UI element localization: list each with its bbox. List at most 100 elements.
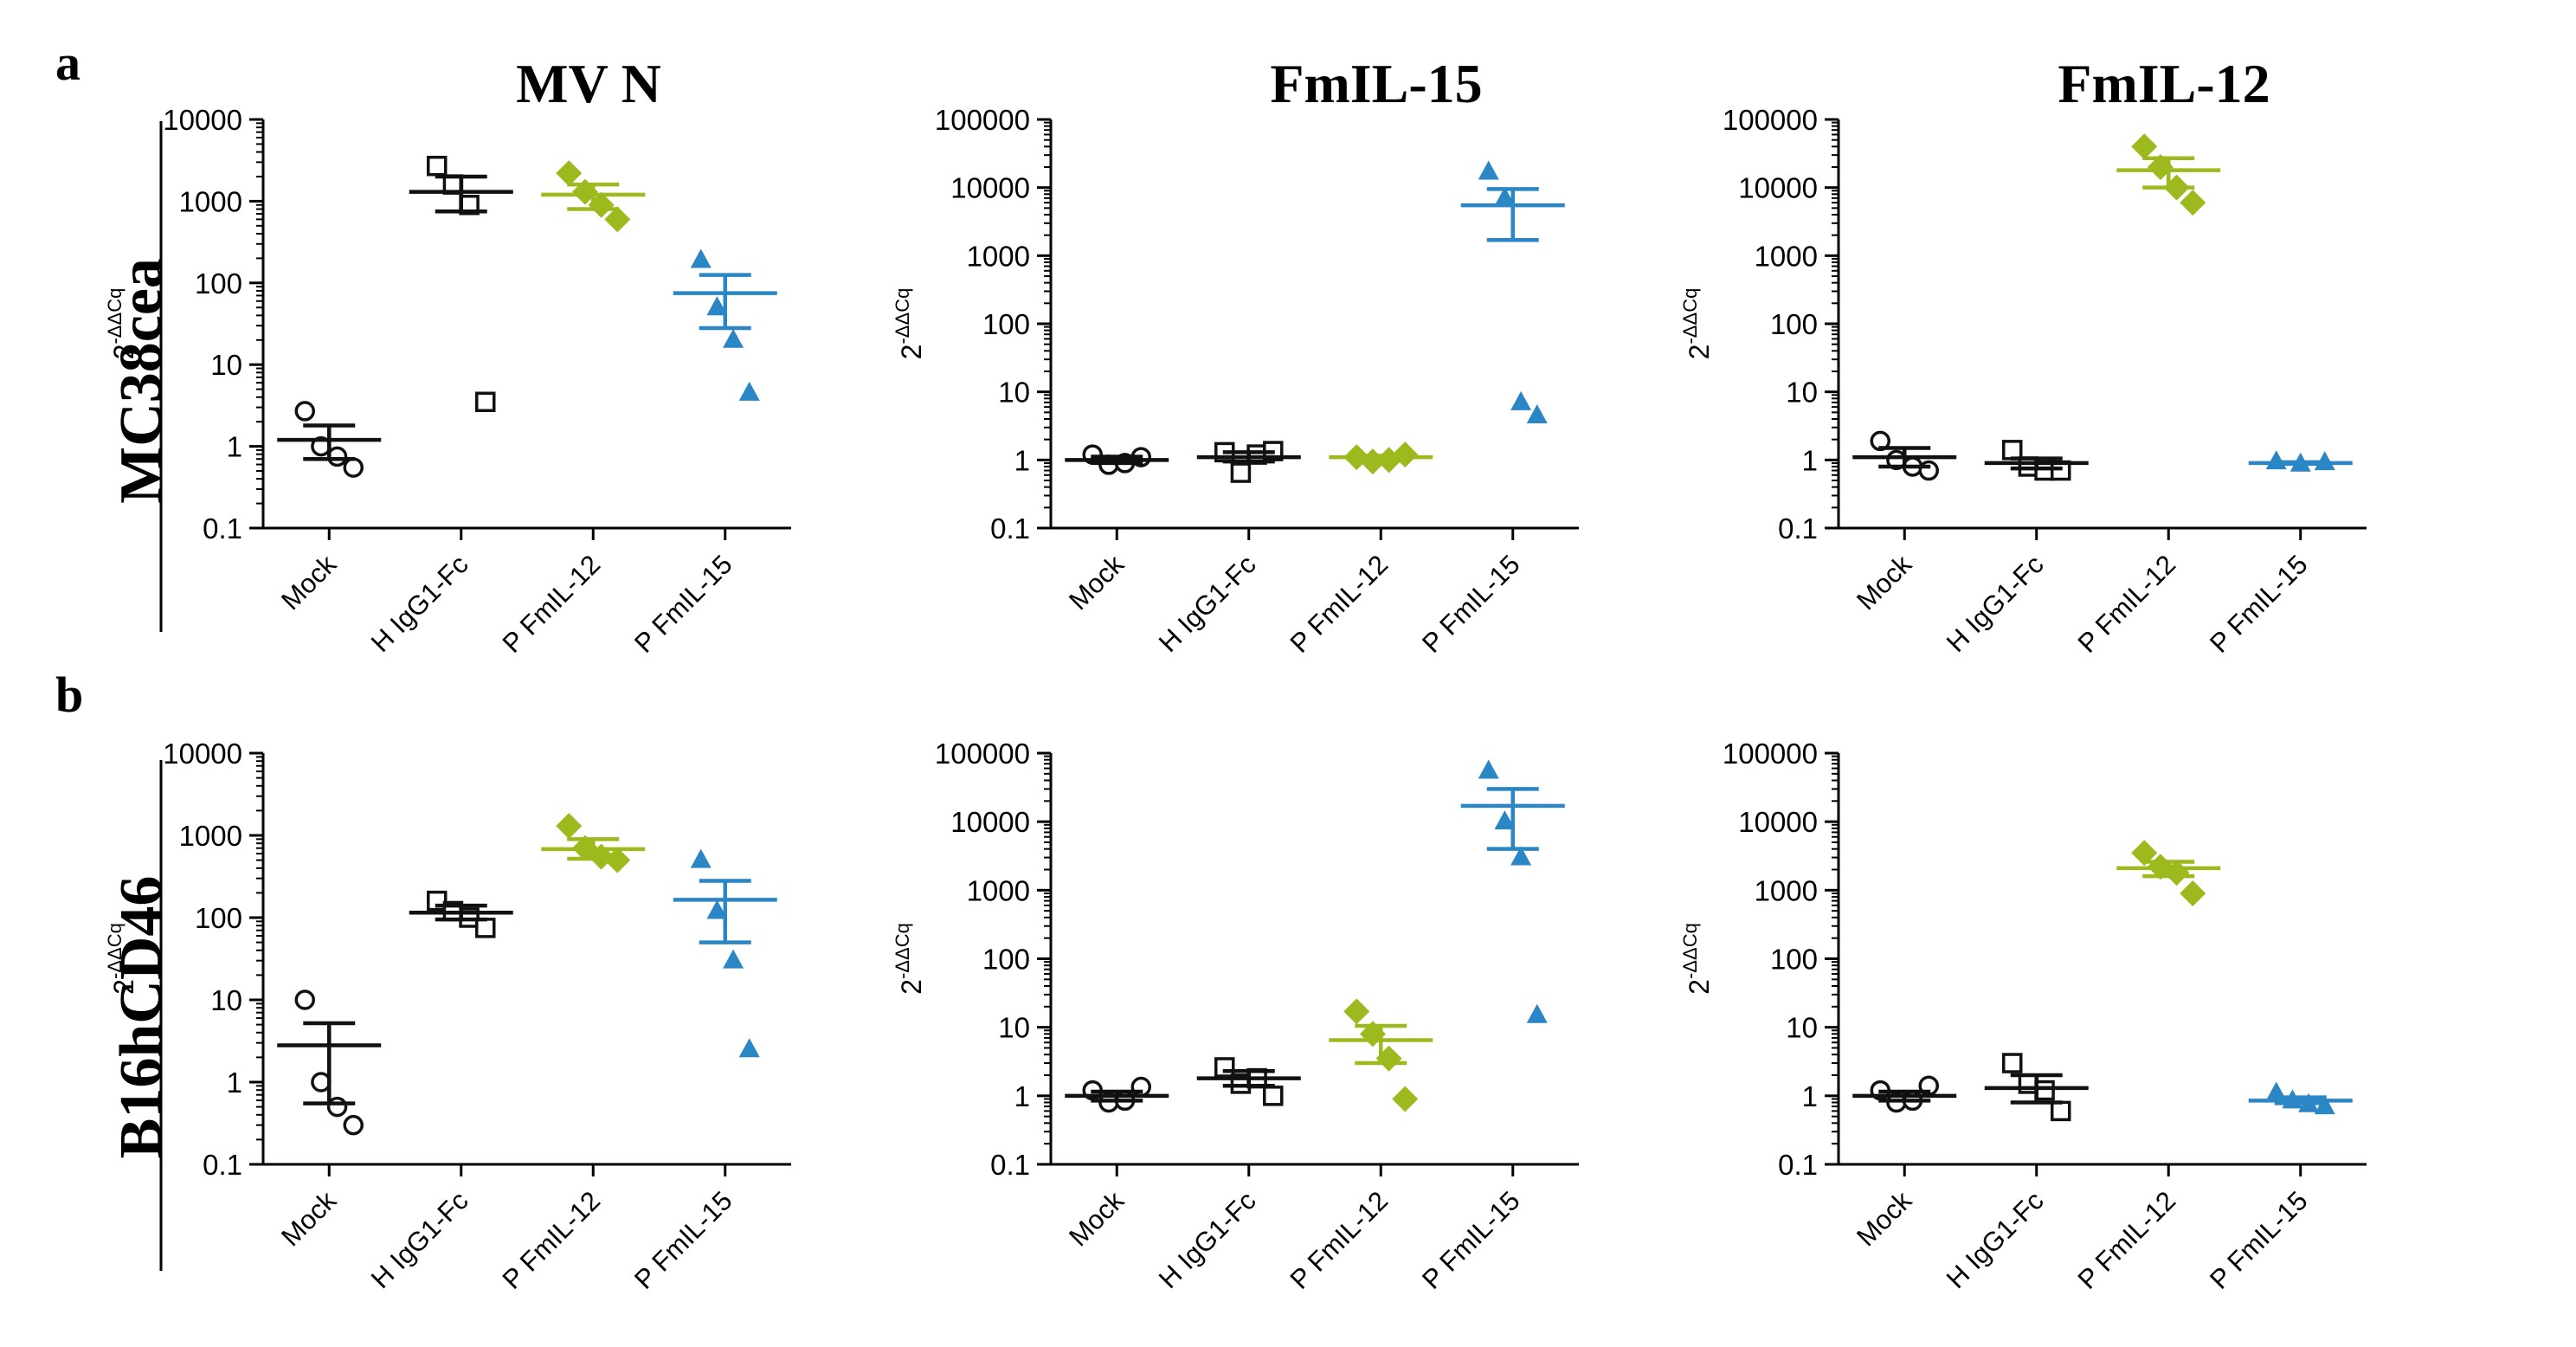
y-tick-label: 1 [1802, 1080, 1818, 1112]
data-point [427, 155, 448, 177]
x-tick-label: P FmIL-12 [1285, 549, 1394, 659]
y-axis-label-exponent: -ΔΔCq [104, 288, 126, 345]
y-axis-label-base: 2 [1684, 345, 1715, 360]
y-tick-label: 10 [998, 377, 1030, 409]
data-point [2265, 450, 2287, 470]
data-point [1343, 998, 1370, 1025]
y-axis-label: 2-ΔΔCq [1679, 288, 1715, 360]
data-point [1494, 810, 1516, 830]
y-axis-label-base: 2 [896, 979, 927, 995]
data-point [343, 457, 364, 478]
series-mock [1852, 1075, 1957, 1113]
data-point [311, 1072, 332, 1092]
series-mock [277, 989, 382, 1136]
y-axis-label-exponent: -ΔΔCq [892, 288, 913, 345]
y-axis-label: 2-ΔΔCq [104, 288, 139, 360]
y-tick-label: 1000 [967, 874, 1030, 906]
data-point [556, 813, 583, 840]
data-point [475, 391, 496, 412]
x-tick-label: P FmIL-12 [2072, 549, 2182, 659]
series-mock [1852, 430, 1957, 481]
data-point [1918, 460, 1939, 481]
x-tick-label: P FmIL-15 [2204, 1185, 2314, 1295]
data-point [1494, 186, 1516, 206]
data-point [1214, 1057, 1235, 1078]
series-p-fmil-12 [2116, 133, 2221, 216]
y-tick-label: 100 [1770, 944, 1818, 976]
data-point [690, 848, 712, 868]
data-point [604, 206, 631, 233]
y-tick-label: 100 [982, 308, 1030, 340]
x-tick-label: P FmIL-15 [2204, 549, 2314, 659]
y-axis-label-base: 2 [108, 979, 139, 995]
series-mock [1065, 1076, 1169, 1113]
data-point [1478, 160, 1499, 180]
series-p-fmil-12 [541, 813, 646, 873]
column-title-mvn: MV N [516, 53, 661, 114]
y-tick-label: 10000 [1738, 806, 1818, 838]
data-point [723, 328, 744, 348]
panel-mc38cea-fmil-15: 0.1 1 10 100 1000 10000 100000 2-ΔΔCq Mock H IgG1… [892, 104, 1579, 659]
series-h-igg1-fc [409, 890, 513, 938]
data-point [1230, 462, 1252, 483]
y-tick-label: 1 [1802, 444, 1818, 476]
y-tick-label: 1 [227, 1067, 242, 1099]
x-tick-label: H IgG1-Fc [1153, 1185, 1262, 1294]
y-tick-label: 100000 [1723, 104, 1818, 136]
y-tick-label: 10 [1786, 1012, 1818, 1044]
y-axis-label-exponent: -ΔΔCq [104, 923, 126, 979]
series-mock [277, 401, 382, 478]
series-h-igg1-fc [1984, 440, 2089, 481]
column-title-fmil12: FmIL-12 [2058, 53, 2270, 114]
series-p-fmil-12 [541, 160, 646, 233]
data-point [2131, 133, 2158, 160]
row-label-mc38cea: MC38cea [108, 258, 175, 504]
y-tick-label: 10000 [163, 104, 242, 136]
series-p-fmil-15 [1460, 759, 1565, 1023]
y-axis-label: 2-ΔΔCq [892, 923, 927, 995]
y-tick-label: 0.1 [990, 1149, 1030, 1181]
y-tick-label: 0.1 [203, 1149, 242, 1181]
y-tick-label: 0.1 [1778, 512, 1818, 545]
y-tick-label: 1000 [1755, 240, 1818, 272]
x-tick-label: Mock [275, 549, 342, 615]
data-point [475, 918, 496, 938]
data-point [1478, 759, 1499, 779]
y-tick-label: 10000 [950, 172, 1030, 204]
x-tick-label: H IgG1-Fc [1941, 549, 2050, 658]
data-point [1263, 1086, 1284, 1106]
data-point [343, 1114, 364, 1136]
x-tick-label: P FmIL-12 [497, 1185, 607, 1295]
y-tick-label: 0.1 [990, 512, 1030, 545]
panel-mc38cea-fmil-12: 0.1 1 10 100 1000 10000 100000 2-ΔΔCq Mock H IgG1… [1679, 104, 2367, 659]
data-point [738, 381, 760, 401]
x-tick-label: H IgG1-Fc [1153, 549, 1262, 658]
x-tick-label: P FmIL-15 [1416, 549, 1526, 659]
data-point [294, 989, 315, 1010]
data-point [2034, 1080, 2055, 1101]
x-tick-label: Mock [275, 1185, 342, 1252]
x-tick-label: Mock [1063, 549, 1130, 615]
column-title-fmil15: FmIL-15 [1270, 53, 1482, 114]
series-p-fmil-15 [1460, 160, 1565, 423]
data-point [1510, 390, 1532, 410]
y-axis-label-exponent: -ΔΔCq [892, 923, 913, 979]
x-tick-label: H IgG1-Fc [365, 1185, 474, 1294]
series-p-fmil-12 [1329, 441, 1433, 475]
data-point [2180, 190, 2206, 216]
x-tick-label: P FmIL-15 [1416, 1185, 1526, 1295]
y-tick-label: 1 [1014, 1080, 1030, 1112]
x-tick-label: H IgG1-Fc [365, 549, 474, 658]
data-point [738, 1038, 760, 1058]
data-point [2002, 440, 2023, 461]
y-axis-label-exponent: -ΔΔCq [1679, 923, 1701, 979]
row-label-b16hcd46: B16hCD46 [108, 876, 175, 1159]
panel-b16hcd46-fmil-12: 0.1 1 10 100 1000 10000 100000 2-ΔΔCq Mock H IgG1… [1679, 738, 2367, 1295]
y-axis-label: 2-ΔΔCq [104, 923, 139, 995]
data-point [2051, 1100, 2071, 1122]
data-point [294, 401, 315, 422]
y-axis-label-exponent: -ΔΔCq [1679, 288, 1701, 345]
series-h-igg1-fc [409, 155, 513, 412]
